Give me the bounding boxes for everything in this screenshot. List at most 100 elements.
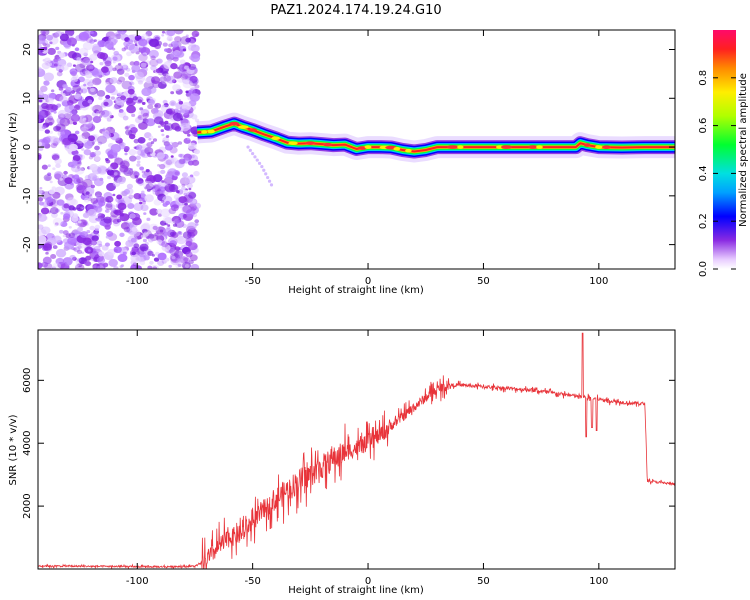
- noise-blob: [187, 142, 197, 150]
- noise-blob: [177, 255, 187, 263]
- noise-blob: [89, 79, 95, 83]
- noise-blob: [178, 153, 183, 158]
- noise-blob: [185, 139, 191, 144]
- noise-blob: [126, 105, 137, 114]
- colorbar-tick-label: 0.6: [698, 118, 709, 134]
- noise-blob: [137, 115, 142, 119]
- noise-blob: [144, 147, 154, 155]
- noise-blob: [94, 145, 100, 151]
- noise-blob: [105, 94, 111, 100]
- noise-blob: [160, 199, 165, 203]
- noise-blob: [113, 155, 118, 159]
- noise-blob: [97, 166, 108, 175]
- noise-blob: [40, 49, 44, 53]
- side-streak-dot: [251, 151, 255, 156]
- noise-blob: [190, 263, 200, 269]
- noise-blob: [69, 254, 76, 261]
- noise-blob: [92, 104, 103, 114]
- noise-blob: [89, 195, 93, 199]
- noise-blob: [144, 194, 154, 203]
- noise-blob: [138, 45, 148, 54]
- noise-blob: [58, 52, 66, 58]
- noise-blob: [65, 30, 73, 34]
- noise-blob: [43, 174, 52, 182]
- noise-blob: [153, 198, 162, 206]
- noise-blob: [129, 81, 135, 86]
- noise-blob: [171, 141, 179, 148]
- noise-blob: [83, 141, 93, 149]
- noise-blob: [181, 102, 192, 111]
- ridge-hotspot: [288, 141, 298, 145]
- noise-blob: [169, 248, 175, 253]
- noise-blob: [47, 97, 54, 104]
- noise-blob: [193, 202, 202, 209]
- noise-blob: [113, 105, 119, 110]
- noise-blob: [113, 50, 119, 56]
- noise-blob: [188, 63, 197, 71]
- noise-blob: [81, 251, 85, 255]
- noise-blob: [161, 241, 169, 248]
- noise-blob: [147, 237, 154, 243]
- noise-blob: [142, 180, 154, 190]
- noise-blob: [119, 232, 125, 238]
- noise-blob: [131, 227, 138, 232]
- noise-blob: [193, 170, 200, 177]
- noise-blob: [178, 158, 186, 164]
- noise-blob: [116, 194, 123, 200]
- noise-blob: [92, 265, 99, 269]
- noise-blob: [76, 60, 86, 68]
- noise-blob: [185, 80, 189, 84]
- noise-blob: [94, 224, 101, 230]
- noise-blob: [131, 251, 136, 256]
- noise-blob: [82, 57, 93, 66]
- noise-blob: [138, 53, 148, 62]
- noise-blob: [104, 60, 112, 67]
- noise-blob: [118, 144, 126, 150]
- noise-blob: [130, 237, 137, 243]
- noise-blob: [169, 100, 177, 107]
- noise-blob: [148, 138, 152, 141]
- spectrogram-y-ticks: -20 -10 0 10 20: [22, 43, 675, 253]
- noise-blob: [80, 88, 88, 94]
- noise-blob: [59, 117, 70, 127]
- noise-blob: [73, 78, 78, 82]
- noise-blob: [41, 37, 46, 41]
- noise-blob: [38, 141, 43, 147]
- noise-blob: [122, 115, 129, 121]
- noise-blob: [97, 265, 104, 269]
- noise-blob: [38, 235, 47, 244]
- noise-blob: [170, 63, 178, 70]
- noise-blob: [77, 220, 82, 224]
- snr-x-ticks: -100 -50 0 50 100: [126, 330, 608, 587]
- noise-blob: [141, 87, 152, 97]
- noise-blob: [85, 240, 93, 247]
- noise-blob: [75, 63, 86, 73]
- ridge-hotspot: [595, 145, 603, 149]
- noise-blob: [164, 183, 175, 192]
- noise-blob: [179, 177, 190, 186]
- colorbar-tick-label: 0.2: [698, 213, 709, 229]
- noise-blob: [138, 251, 146, 258]
- noise-blob: [127, 203, 135, 209]
- noise-blob: [161, 180, 165, 183]
- noise-blob: [178, 100, 184, 105]
- noise-blob: [141, 153, 146, 157]
- noise-blob: [96, 164, 107, 174]
- noise-blob: [117, 91, 123, 96]
- noise-blob: [45, 251, 49, 255]
- ridge-hotspot: [323, 142, 333, 147]
- noise-blob: [162, 215, 172, 224]
- noise-blob: [134, 175, 139, 179]
- noise-blob: [38, 224, 44, 230]
- noise-blob: [179, 59, 186, 65]
- noise-blob: [107, 166, 113, 171]
- noise-blob: [134, 71, 144, 80]
- noise-blob: [146, 174, 157, 184]
- noise-blob: [49, 130, 53, 135]
- noise-blob: [156, 152, 165, 160]
- noise-blob: [165, 159, 173, 166]
- noise-blob: [61, 101, 68, 107]
- noise-blob: [164, 216, 173, 224]
- noise-blob: [183, 112, 190, 118]
- noise-blob: [131, 113, 136, 117]
